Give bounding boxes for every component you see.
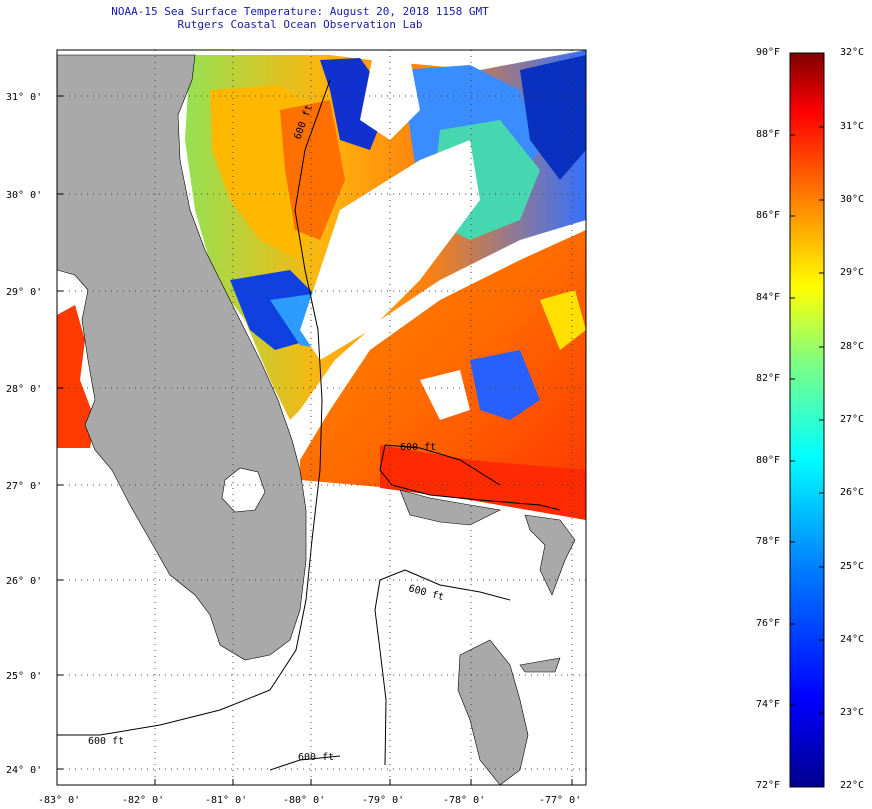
lat-label: 31° 0' [6,92,42,103]
colorbar-f-label: 86°F [756,210,781,221]
isobath-contours [57,79,561,771]
colorbar-ticks [790,126,824,714]
colorbar-c-label: 23°C [840,707,865,718]
colorbar-c-label: 32°C [840,47,865,58]
colorbar-f-label: 82°F [756,373,781,384]
lon-label: -81° 0' [205,795,247,806]
lat-label: 27° 0' [6,481,42,492]
lon-label: -78° 0' [443,795,485,806]
map-subtitle: Rutgers Coastal Ocean Observation Lab [177,18,423,31]
graticule [57,50,586,785]
colorbar-c-label: 31°C [840,121,865,132]
lat-label: 25° 0' [6,671,42,682]
lat-label: 26° 0' [6,576,42,587]
colorbar-c-label: 27°C [840,414,865,425]
colorbar-c-label: 25°C [840,561,865,572]
colorbar-c-label: 28°C [840,341,865,352]
map-title: NOAA-15 Sea Surface Temperature: August … [111,5,489,18]
colorbar-f-label: 76°F [756,618,781,629]
contour-label: 600 ft [298,752,334,763]
colorbar-f-label: 84°F [756,292,781,303]
colorbar [789,52,825,788]
lat-label: 24° 0' [6,765,42,776]
colorbar-c-label: 30°C [840,194,865,205]
colorbar-f-label: 90°F [756,47,781,58]
land-layer [57,54,576,785]
colorbar-f-label: 74°F [756,699,781,710]
contour-label: 600 ft [400,442,436,453]
lon-label: -77° 0' [539,795,581,806]
lat-label: 29° 0' [6,287,42,298]
sst-data-layer [57,50,586,520]
lon-label: -80° 0' [283,795,325,806]
lat-label: 28° 0' [6,384,42,395]
contour-label: 600 ft [88,736,124,747]
lat-label: 30° 0' [6,190,42,201]
axis-ticks [57,95,573,785]
colorbar-f-label: 88°F [756,129,781,140]
colorbar-f-label: 78°F [756,536,781,547]
colorbar-c-label: 22°C [840,780,865,791]
colorbar-f-label: 80°F [756,455,781,466]
lon-label: -83° 0' [38,795,80,806]
colorbar-f-label: 72°F [756,780,781,791]
lon-label: -82° 0' [122,795,164,806]
lon-label: -79° 0' [362,795,404,806]
colorbar-c-label: 24°C [840,634,865,645]
colorbar-c-label: 29°C [840,267,865,278]
colorbar-c-label: 26°C [840,487,865,498]
